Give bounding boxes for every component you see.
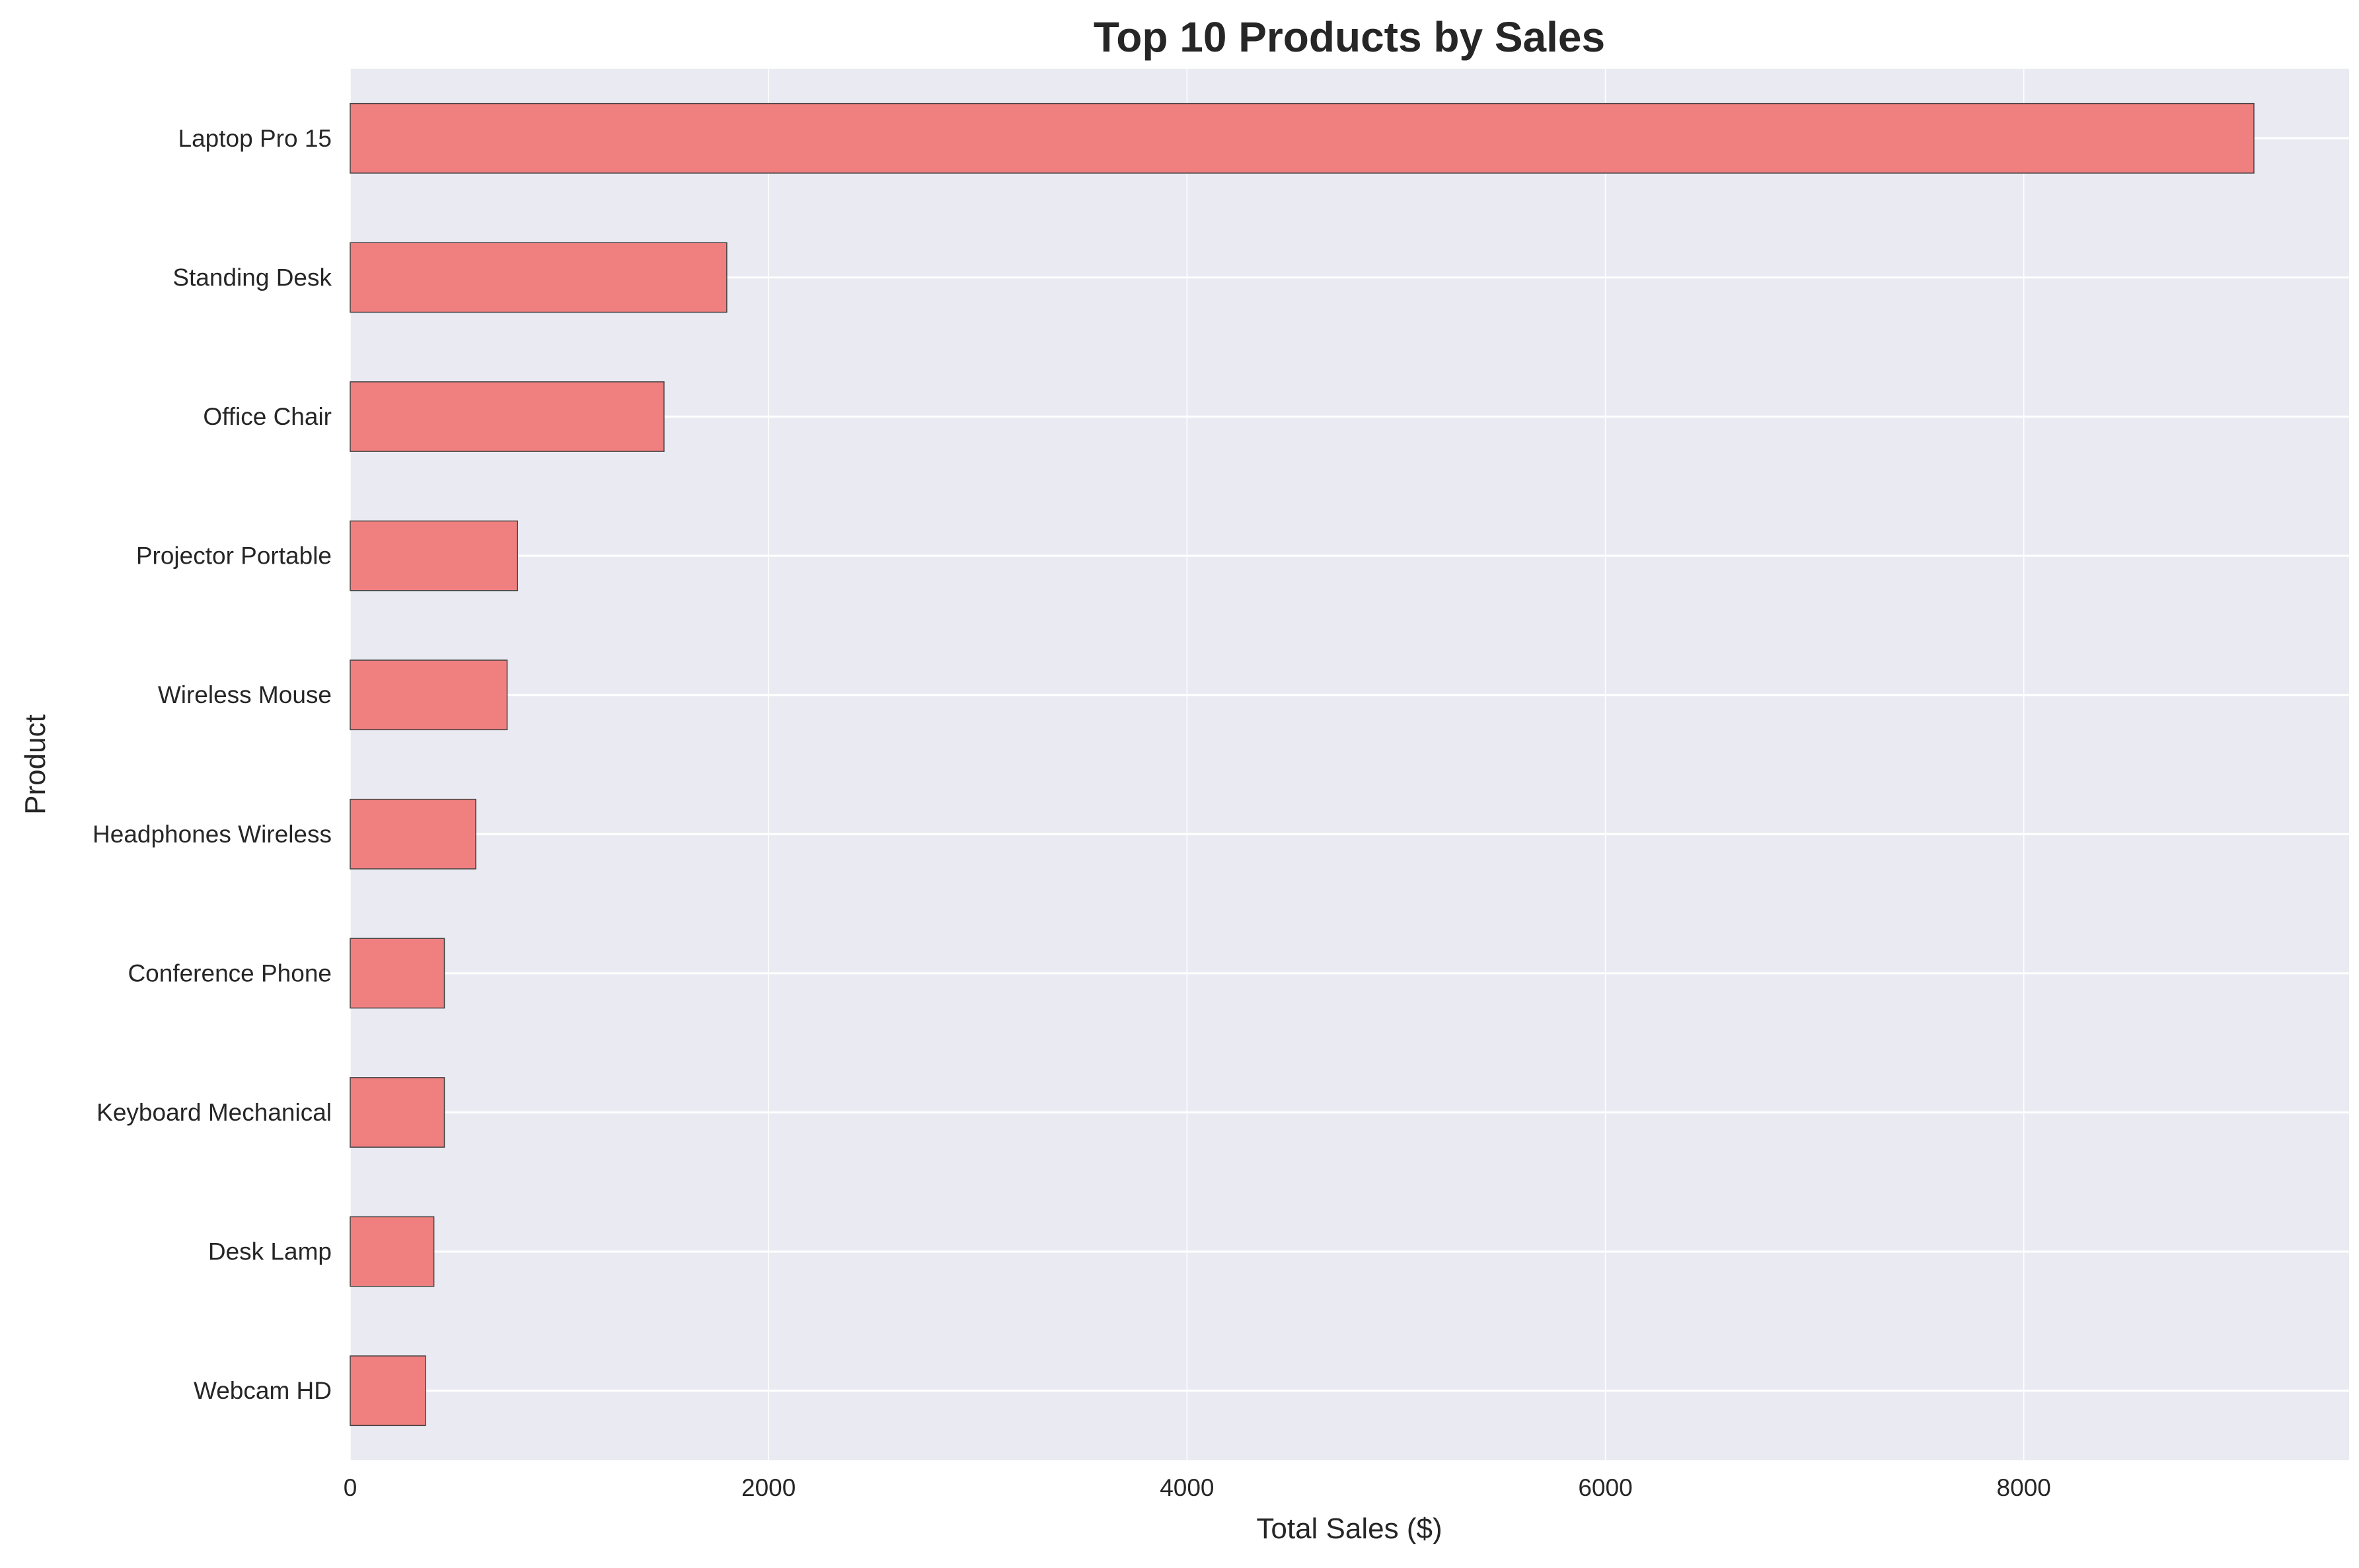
y-tick-label: Standing Desk <box>172 264 332 291</box>
y-tick-label: Headphones Wireless <box>93 821 332 848</box>
y-axis-label: Product <box>19 714 52 815</box>
bar <box>350 1355 426 1427</box>
bar <box>350 102 2255 174</box>
bars <box>350 102 2255 1427</box>
chart-title: Top 10 Products by Sales <box>1094 13 1605 61</box>
y-tick-label: Laptop Pro 15 <box>178 125 332 152</box>
x-axis-label: Total Sales ($) <box>1256 1512 1442 1545</box>
grid-lines <box>350 69 2349 1460</box>
bar <box>350 381 665 452</box>
x-tick-label: 0 <box>344 1474 357 1501</box>
y-tick-label: Projector Portable <box>136 542 332 570</box>
x-tick-label: 6000 <box>1578 1474 1632 1501</box>
bar <box>350 242 728 313</box>
y-tick-label: Webcam HD <box>194 1377 332 1404</box>
y-tick-labels: Laptop Pro 15 Standing Desk Office Chair Pr… <box>93 125 332 1404</box>
y-tick-label: Wireless Mouse <box>158 681 332 708</box>
bar <box>350 1077 445 1148</box>
y-tick-label: Keyboard Mechanical <box>96 1099 332 1126</box>
x-tick-label: 2000 <box>741 1474 796 1501</box>
x-tick-labels: 0 2000 4000 6000 8000 <box>344 1474 2051 1501</box>
y-tick-label: Conference Phone <box>128 959 332 987</box>
x-tick-label: 8000 <box>1997 1474 2051 1501</box>
bar <box>350 938 445 1009</box>
bar <box>350 659 508 731</box>
bar <box>350 1216 435 1287</box>
y-tick-label: Desk Lamp <box>208 1238 332 1265</box>
bar <box>350 520 519 591</box>
y-tick-label: Office Chair <box>203 403 332 430</box>
x-tick-label: 4000 <box>1160 1474 1214 1501</box>
bar <box>350 798 476 870</box>
